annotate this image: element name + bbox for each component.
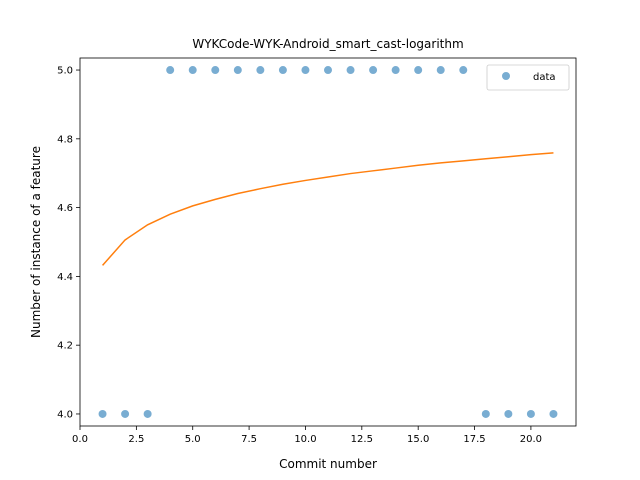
data-point xyxy=(414,66,423,75)
y-axis-title: Number of instance of a feature xyxy=(29,146,43,338)
data-point xyxy=(391,66,400,75)
legend-label: data xyxy=(533,72,556,83)
plot-frame xyxy=(79,57,577,427)
x-tick-label: 17.5 xyxy=(463,434,485,445)
y-tick-label: 4.2 xyxy=(57,341,73,352)
x-tick-label: 10.0 xyxy=(294,434,316,445)
data-point xyxy=(549,409,558,418)
data-point xyxy=(324,66,332,75)
y-tick-label: 4.6 xyxy=(57,203,73,214)
legend: data xyxy=(486,64,570,91)
data-point xyxy=(211,66,220,75)
y-tick-label: 4.4 xyxy=(57,272,73,283)
x-tick-label: 20.0 xyxy=(520,434,542,445)
x-tick-label: 7.5 xyxy=(241,434,257,445)
chart-axes: 0.0 2.5 5.0 7.5 10.0 12.5 15.0 17.5 20.0 4.0 4.2 4.… xyxy=(57,66,542,445)
legend-marker xyxy=(502,72,510,80)
data-point xyxy=(188,66,197,75)
x-tick-label: 5.0 xyxy=(185,434,201,445)
x-tick-label: 15.0 xyxy=(407,434,429,445)
data-point xyxy=(233,66,242,75)
plot-area xyxy=(80,58,576,426)
data-point xyxy=(504,409,513,418)
data-point xyxy=(369,66,378,75)
data-point xyxy=(481,409,490,418)
data-point xyxy=(301,66,310,75)
x-tick-label: 12.5 xyxy=(351,434,373,445)
data-point xyxy=(346,66,355,75)
y-tick-label: 4.0 xyxy=(57,409,73,420)
x-tick-label: 0.0 xyxy=(72,434,88,445)
data-point xyxy=(256,66,265,75)
data-point xyxy=(459,66,468,75)
data-point xyxy=(436,66,445,75)
x-axis-title: Commit number xyxy=(279,457,377,471)
data-point xyxy=(278,66,287,75)
fit-line xyxy=(101,152,554,266)
y-tick-label: 4.8 xyxy=(57,134,73,145)
data-point xyxy=(121,409,130,418)
chart-title: WYKCode-WYK-Android_smart_cast-logarithm xyxy=(192,37,463,51)
chart-marks xyxy=(98,66,558,418)
data-point xyxy=(98,409,107,418)
data-point xyxy=(526,409,535,418)
y-tick-label: 5.0 xyxy=(57,66,73,77)
data-point xyxy=(166,66,175,75)
x-tick-label: 2.5 xyxy=(128,434,144,445)
legend-box xyxy=(486,64,570,91)
data-point xyxy=(143,409,152,418)
